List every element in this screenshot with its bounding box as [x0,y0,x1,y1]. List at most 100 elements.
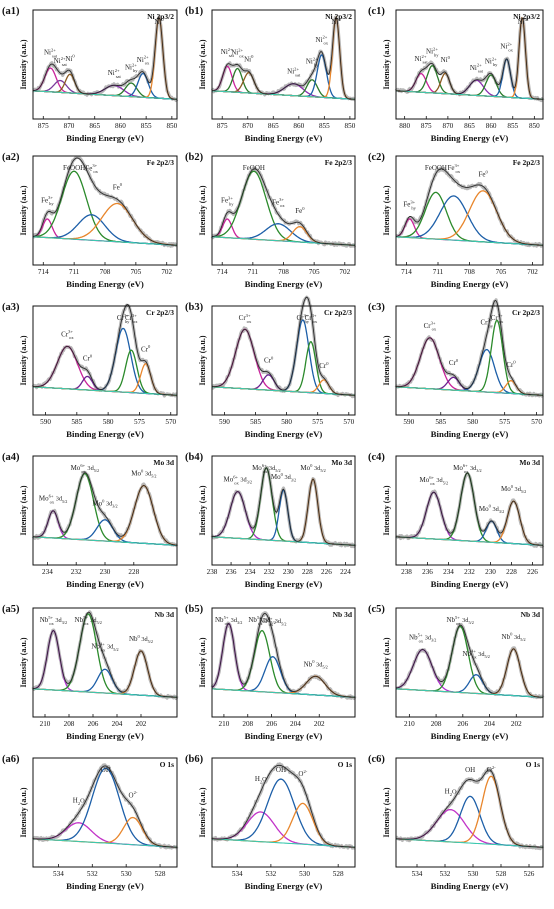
peak-c6-0 [396,808,544,848]
peak-label-b5-3: Nb0 3d5/2 [304,659,328,669]
panel-id-b1: (b1) [185,6,204,17]
background-c5 [395,688,544,698]
x-tick-label-a6: 532 [87,870,98,878]
peak-label-a1-1: Ni2+ sat [54,56,68,67]
peak-label-c4-0: Mo6+ ox 3d5/2 [420,475,449,486]
x-axis-label-b3: Binding Energy (eV) [245,429,323,439]
x-tick-label-b4: 230 [283,568,294,576]
x-axis-label-b1: Binding Energy (eV) [245,133,323,143]
x-axis-label-a6: Binding Energy (eV) [66,881,144,891]
envelope-c6 [396,769,544,848]
x-tick-label-c3: 575 [499,418,510,426]
peak-b1-0 [212,65,356,100]
peak-label-c5-3: Nb0 3d5/2 [502,632,526,642]
peak-label-b2-0: Fe3+ hy [221,195,234,206]
x-tick-label-c1: 880 [399,122,410,130]
x-tick-label-c6: 528 [496,870,507,878]
peak-label-c3-2: Cr3+ hy [480,318,493,329]
panel-id-b3: (b3) [185,302,204,313]
x-axis-label-c3: Binding Energy (eV) [431,429,509,439]
panel-a5: 210 208 206 204 202 Nb 3d Nb5+ ox 3d3/2 Nb5+ ox 3… [2,604,179,741]
x-axis-label-a3: Binding Energy (eV) [66,429,144,439]
peak-label-a1-4: Ni2+ hy [125,62,138,73]
x-tick-label-c2: 714 [401,268,412,276]
raw-data-a6 [31,763,179,850]
x-tick-label-c5: 208 [431,720,442,728]
envelope-c2 [395,168,544,246]
peak-label-b4-3: Mo0 3d5/2 [300,463,325,473]
peak-label-a6-0: H2O [73,797,85,806]
x-tick-label-b5: 208 [242,720,253,728]
x-tick-label-b5: 210 [219,720,230,728]
peak-label-a1-3: Ni2+ sat [108,68,122,79]
peak-label-c5-2: Nb4+ ox 3d5/2 [463,649,490,660]
peak-label-c4-3: Mo0 3d5/2 [501,484,526,494]
panel-b2: 714 711 708 705 702 Fe 2p2/3 Fe3+ hy FeOOH Fe3+ ox… [185,152,357,289]
panel-title-a3: Cr 2p2/3 [146,308,174,317]
panel-title-c5: Nb 3d [521,610,541,619]
panel-title-b6: O 1s [338,760,352,769]
panel-title-b1: Ni 2p3/2 [325,12,352,21]
y-axis-label-a6: Intensity (a.u.) [19,787,28,837]
x-tick-label-c2: 708 [464,268,475,276]
panel-b6: 534 532 530 528 O 1s H2O OH O2- (b6) Intensity (a… [185,754,356,891]
peak-label-a2-1: FeOOH [63,164,85,172]
x-tick-label-c2: 705 [496,268,507,276]
x-tick-label-a1: 860 [115,122,126,130]
y-axis-label-c1: Intensity (a.u.) [382,39,391,89]
background-a6 [32,838,178,848]
peak-label-a4-3: Mo0 3d5/2 [131,468,156,478]
plot-frame-c4 [395,455,544,566]
raw-data-c6 [395,767,545,851]
panel-c5: 210 208 206 204 202 Nb 3d Nb5+ ox 3d3/2 Nb5+ ox 3… [368,604,545,741]
panel-title-c6: O 1s [526,760,540,769]
peak-label-a4-0: Mo6+ ox 3d5/2 [39,494,68,505]
x-axis-label-c4: Binding Energy (eV) [431,579,509,589]
plot-frame-c6 [395,757,544,868]
x-axis-label-b6: Binding Energy (eV) [245,881,323,891]
raw-data-a4 [31,470,179,548]
peak-label-b4-0: Mo6+ ox 3d3/2 [223,474,252,485]
peak-label-c3-1: Cr0 [449,358,459,367]
panel-id-a6: (a6) [2,754,20,765]
peak-c3-3 [395,319,544,396]
peak-label-b5-2: Nb4+ ox 3d5/2 [259,616,286,627]
x-tick-label-b3: 590 [219,418,230,426]
peak-label-b2-2: Fe3+ ox [272,197,285,208]
envelope-b6 [212,764,356,848]
background-c1 [395,90,544,100]
x-tick-label-c1: 855 [507,122,518,130]
x-tick-label-b4: 236 [226,568,237,576]
x-tick-label-b2: 714 [217,268,228,276]
envelope-a4 [33,472,178,546]
x-tick-label-b3: 570 [343,418,354,426]
panel-title-c1: Ni 2p3/2 [513,12,540,21]
panel-a6: 534 532 530 528 O 1s H2O OH O2- (a6) Intensity (a… [2,754,179,891]
y-axis-label-a5: Intensity (a.u.) [19,637,28,687]
y-axis-label-a2: Intensity (a.u.) [19,185,28,235]
peak-label-b1-1: Ni2+ ox [231,47,244,58]
x-tick-label-c4: 228 [506,568,517,576]
x-tick-label-c6: 526 [524,870,535,878]
x-tick-label-b6: 532 [265,870,276,878]
x-tick-label-a3: 580 [103,418,114,426]
plot-frame-b2 [211,155,356,266]
panel-id-c5: (c5) [368,604,385,615]
peak-label-b1-3: Ni2+ sat [287,67,301,78]
peak-b2-1 [212,170,356,246]
raw-data-a5 [31,610,179,701]
peak-b4-0 [212,490,356,546]
x-tick-label-c4: 230 [485,568,496,576]
x-tick-label-a1: 870 [64,122,75,130]
plot-frame-a5 [32,607,178,718]
y-axis-label-c2: Intensity (a.u.) [382,185,391,235]
x-tick-label-b1: 855 [319,122,330,130]
panel-id-a2: (a2) [2,152,20,163]
peak-label-c4-2: Mo0 3d3/2 [479,504,504,514]
plot-frame-a1 [32,9,178,120]
panel-b4: 238 236 234 232 230 228 226 224 Mo 3d Mo6+ ox 3d3/… [185,452,357,589]
